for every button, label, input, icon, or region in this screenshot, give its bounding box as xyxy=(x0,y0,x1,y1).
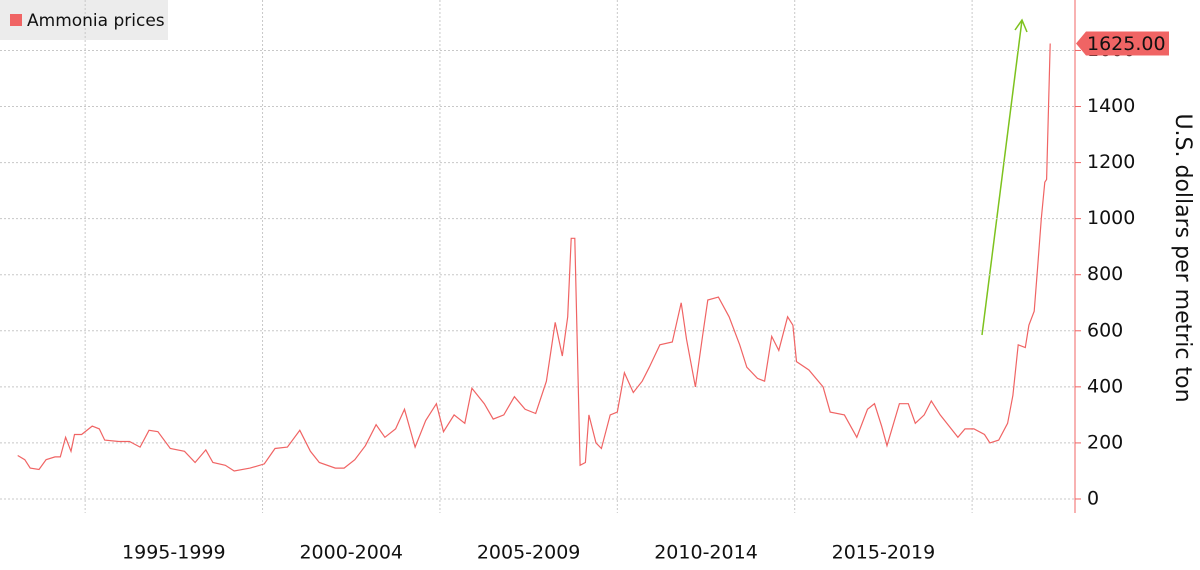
x-tick-label: 2010-2014 xyxy=(654,542,758,564)
x-tick-label: 2005-2009 xyxy=(477,542,581,564)
x-tick-label: 2000-2004 xyxy=(299,542,403,564)
y-axis-title: U.S. dollars per metric ton xyxy=(1170,113,1195,402)
y-tick-label: 400 xyxy=(1087,375,1123,397)
y-tick-label: 1000 xyxy=(1087,207,1135,229)
x-tick-label: 1995-1999 xyxy=(122,542,226,564)
last-value-label: 1625.00 xyxy=(1087,33,1166,55)
annotation-arrow xyxy=(981,18,1028,336)
y-tick-label: 200 xyxy=(1087,431,1123,453)
line xyxy=(17,43,1051,472)
y-tick-label: 0 xyxy=(1087,487,1099,509)
y-tick-label: 1200 xyxy=(1087,151,1135,173)
legend-label: Ammonia prices xyxy=(27,11,165,31)
last-value-tag xyxy=(1076,31,1169,56)
legend-swatch xyxy=(10,14,22,26)
legend-box xyxy=(0,0,168,40)
x-tick-label: 2015-2019 xyxy=(832,542,936,564)
y-tick-label: 800 xyxy=(1087,263,1123,285)
y-tick-label: 1400 xyxy=(1087,95,1135,117)
y-tick-label: 600 xyxy=(1087,319,1123,341)
